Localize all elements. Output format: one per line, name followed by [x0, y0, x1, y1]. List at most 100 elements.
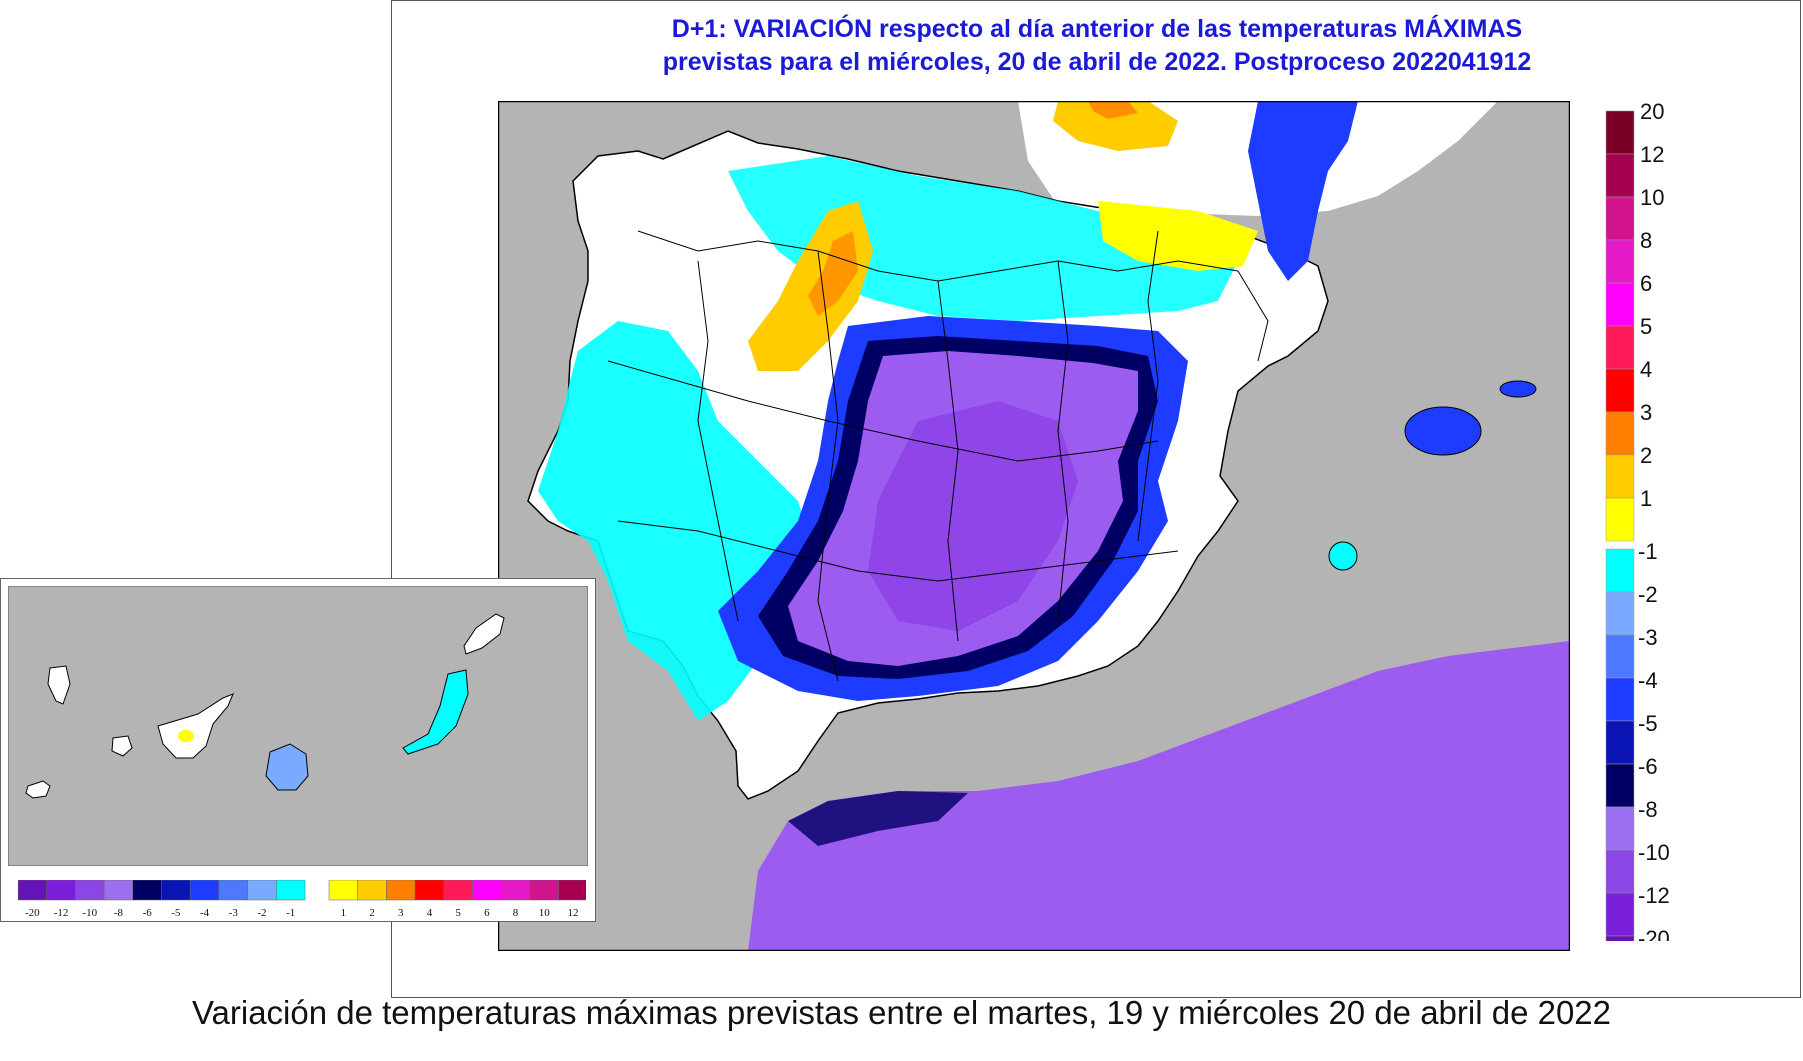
ibiza: [1328, 541, 1358, 571]
inset-legend-box-5: [161, 880, 191, 901]
la-palma: [47, 665, 71, 705]
inset-legend-box-3: [103, 880, 134, 901]
legend-box-neg-0: [1605, 548, 1635, 593]
inset-legend-box-8: [247, 880, 277, 901]
zone-plus3-pyrenees: [1088, 101, 1138, 119]
title-line-1: D+1: VARIACIÓN respecto al día anterior …: [671, 15, 1523, 43]
legend-box-pos-1: [1605, 153, 1635, 198]
legend-box-pos-5: [1605, 325, 1635, 370]
legend-label-pos-0: 20: [1640, 101, 1664, 124]
legend-label-pos-1: 12: [1640, 142, 1664, 167]
peninsula-map: [498, 101, 1570, 951]
inset-legend-label-3: -8: [114, 907, 124, 919]
legend-label-neg-4: -5: [1638, 711, 1658, 736]
el-hierro: [25, 780, 51, 799]
canary-inset-panel: [0, 578, 596, 922]
inset-legend-label-12: 3: [398, 907, 404, 919]
inset-legend-label-8: -2: [257, 907, 266, 919]
inset-legend-label-10: 1: [341, 907, 347, 919]
inset-legend-box-12: [386, 880, 416, 901]
inset-legend-label-13: 4: [427, 907, 433, 919]
inset-legend-box-14: [443, 880, 473, 901]
legend-box-neg-9: [1605, 935, 1635, 941]
inset-legend-box-15: [472, 880, 502, 901]
inset-legend-box-10: [328, 880, 358, 901]
color-legend: 20 12 10 8 6 5 4 3 2 1 -1 -2 -3 -4 -5 -6 -8 -10 -12 -20: [1605, 101, 1670, 941]
legend-box-neg-3: [1605, 677, 1635, 722]
africa-coast: [748, 641, 1570, 951]
map-title: D+1: VARIACIÓN respecto al día anterior …: [392, 13, 1802, 79]
inset-legend-label-14: 5: [455, 907, 461, 919]
zone-plus3-north-west: [808, 231, 858, 316]
legend-label-neg-3: -4: [1638, 668, 1658, 693]
zone-plus2-pyrenees: [1053, 101, 1178, 151]
zone-minus12-core: [868, 401, 1078, 631]
inset-legend-box-1: [46, 880, 76, 901]
legend-label-neg-8: -12: [1638, 883, 1670, 908]
legend-box-neg-1: [1605, 591, 1635, 636]
inset-legend-box-6: [189, 880, 220, 901]
figure-caption: Variación de temperaturas máximas previs…: [191, 994, 1612, 1031]
inset-legend-box-9: [276, 880, 306, 901]
legend-box-pos-9: [1605, 497, 1635, 542]
legend-box-pos-0: [1605, 110, 1635, 155]
inset-legend-label-0: -20: [25, 907, 40, 919]
mallorca: [1404, 406, 1482, 456]
legend-label-pos-3: 8: [1640, 228, 1652, 253]
legend-label-neg-9: -20: [1638, 926, 1670, 941]
legend-box-neg-2: [1605, 634, 1635, 679]
lanzarote: [463, 613, 505, 655]
inset-legend-label-4: -6: [143, 907, 153, 919]
legend-label-pos-7: 3: [1640, 400, 1652, 425]
inset-color-legend: -20-12-10-8-6-5-4-3-2-11234568101220: [18, 880, 586, 919]
inset-legend-box-2: [75, 880, 105, 901]
zone-plus1-ebro: [1098, 201, 1258, 271]
legend-label-neg-6: -8: [1638, 797, 1658, 822]
inset-legend-label-9: -1: [286, 907, 295, 919]
legend-box-neg-5: [1605, 763, 1635, 808]
inset-legend-box-16: [500, 880, 531, 901]
legend-box-pos-7: [1605, 411, 1635, 456]
legend-box-pos-6: [1605, 368, 1635, 413]
gran-canaria: [265, 743, 309, 791]
legend-label-pos-4: 6: [1640, 271, 1652, 296]
legend-box-pos-4: [1605, 282, 1635, 327]
inset-legend-box-4: [132, 880, 162, 901]
inset-legend-label-17: 10: [539, 907, 551, 919]
menorca: [1499, 380, 1537, 398]
legend-box-pos-3: [1605, 239, 1635, 284]
inset-legend-box-13: [414, 880, 445, 901]
legend-label-pos-6: 4: [1640, 357, 1652, 382]
legend-label-neg-1: -2: [1638, 582, 1658, 607]
legend-label-pos-8: 2: [1640, 443, 1652, 468]
legend-label-neg-5: -6: [1638, 754, 1658, 779]
legend-label-neg-0: -1: [1638, 539, 1658, 564]
legend-box-neg-6: [1605, 806, 1635, 851]
inset-legend-label-2: -10: [82, 907, 97, 919]
inset-legend-box-18: [558, 880, 586, 901]
inset-legend-box-11: [357, 880, 387, 901]
inset-legend-label-18: 12: [567, 907, 578, 919]
inset-legend-box-7: [218, 880, 248, 901]
canary-islands-map: [8, 586, 588, 866]
legend-label-pos-5: 5: [1640, 314, 1652, 339]
tenerife-core: [178, 730, 194, 742]
inset-legend-label-1: -12: [54, 907, 69, 919]
legend-box-pos-8: [1605, 454, 1635, 499]
inset-legend-label-11: 2: [369, 907, 375, 919]
tenerife: [157, 693, 234, 759]
legend-label-neg-7: -10: [1638, 840, 1670, 865]
africa-coast-dark: [788, 791, 968, 846]
inset-legend-box-0: [18, 880, 47, 901]
legend-label-neg-2: -3: [1638, 625, 1658, 650]
inset-legend-label-7: -3: [229, 907, 239, 919]
legend-box-neg-4: [1605, 720, 1635, 765]
legend-label-pos-2: 10: [1640, 185, 1664, 210]
inset-legend-label-16: 8: [513, 907, 519, 919]
map-frame: [498, 101, 1570, 951]
inset-legend-box-17: [529, 880, 559, 901]
legend-label-pos-9: 1: [1640, 486, 1652, 511]
fuerteventura: [402, 669, 469, 755]
inset-legend-label-5: -5: [171, 907, 181, 919]
zone-minus4-catalonia: [1248, 101, 1358, 281]
